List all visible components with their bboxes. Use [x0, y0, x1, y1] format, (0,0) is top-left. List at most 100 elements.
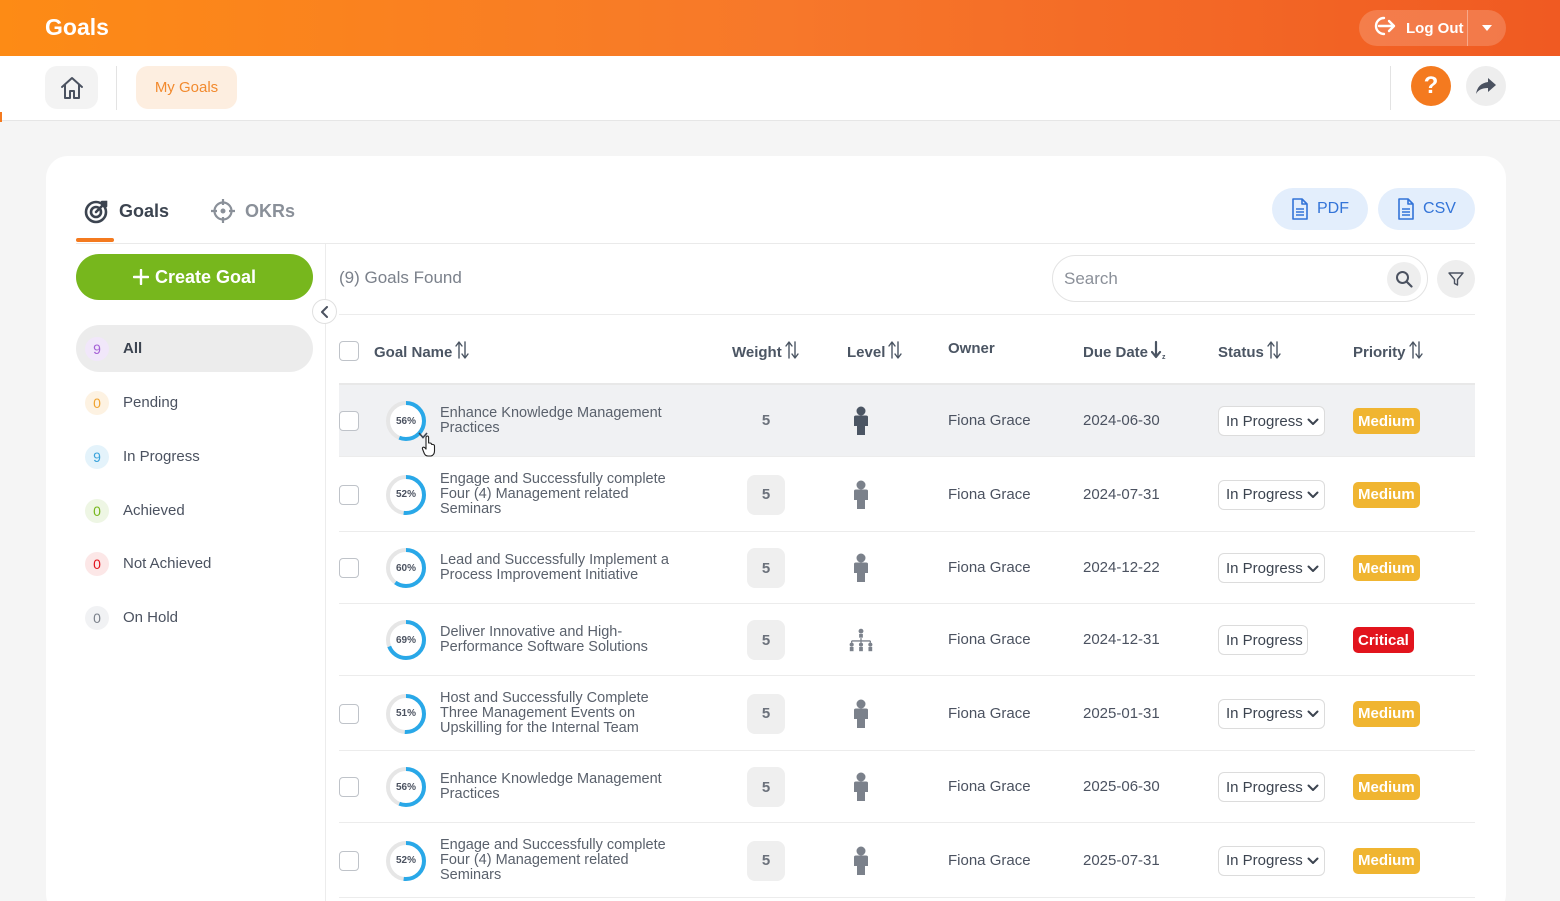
header-status-label: Status [1218, 343, 1264, 361]
status-select[interactable]: In Progress [1218, 845, 1325, 876]
progress-ring: 52% [384, 473, 428, 517]
sort-icon [785, 340, 799, 364]
table-row[interactable]: 69% Deliver Innovative and High-Performan… [339, 604, 1475, 676]
filter-all[interactable]: 9 All [76, 325, 313, 372]
header-due-date[interactable]: Due Date z [1083, 340, 1167, 364]
organization-level-icon [847, 624, 875, 656]
filter-in-progress[interactable]: 9 In Progress [76, 433, 313, 480]
divider [1390, 66, 1391, 110]
table-row[interactable]: 52% Engage and Successfully complete Four… [339, 823, 1475, 898]
header-priority[interactable]: Priority [1353, 340, 1423, 364]
share-button[interactable] [1466, 66, 1506, 106]
document-icon [1398, 198, 1414, 220]
progress-percent: 60% [395, 562, 416, 574]
logout-button-group[interactable]: Log Out [1359, 10, 1506, 46]
my-goals-button[interactable]: My Goals [136, 66, 237, 109]
row-checkbox[interactable] [339, 850, 359, 871]
filter-label: In Progress [123, 448, 200, 465]
row-checkbox[interactable] [339, 558, 359, 578]
goal-name[interactable]: Enhance Knowledge Management Practices [440, 771, 662, 802]
tab-goals[interactable]: Goals [84, 198, 169, 224]
goal-name[interactable]: Engage and Successfully complete Four (4… [440, 837, 666, 883]
search-input[interactable] [1064, 268, 1374, 289]
filter-pending[interactable]: 0 Pending [76, 379, 313, 426]
header-goal-name-label: Goal Name [374, 343, 453, 361]
expand-chevron-icon[interactable] [418, 426, 428, 444]
priority-badge: Medium [1353, 774, 1420, 800]
select-all-checkbox[interactable] [339, 341, 359, 361]
tab-okrs[interactable]: OKRs [210, 198, 295, 224]
status-select[interactable]: In Progress [1218, 698, 1325, 729]
table-row[interactable]: 56% Enhance Knowledge Management Practice… [339, 385, 1475, 457]
status-label: In Progress [1218, 625, 1308, 655]
filter-not-achieved[interactable]: 0 Not Achieved [76, 540, 313, 587]
app-title: Goals [45, 14, 109, 40]
table-row[interactable]: 56% Enhance Knowledge Management Practice… [339, 751, 1475, 823]
goals-table: Goal Name Weight Level Owner Due Date z S… [339, 314, 1475, 898]
owner-name: Fiona Grace [948, 485, 1031, 503]
filter-achieved[interactable]: 0 Achieved [76, 487, 313, 534]
header-weight[interactable]: Weight [732, 340, 799, 364]
individual-level-icon [847, 845, 875, 877]
logout-menu-toggle[interactable] [1468, 10, 1506, 46]
weight-value: 5 [761, 412, 771, 429]
search-button[interactable] [1387, 262, 1421, 296]
active-tab-indicator [76, 238, 114, 242]
target-icon [84, 200, 108, 224]
goal-name[interactable]: Engage and Successfully complete Four (4… [440, 471, 666, 517]
logout-button[interactable]: Log Out [1359, 10, 1468, 46]
status-select[interactable]: In Progress [1218, 406, 1325, 436]
goal-name[interactable]: Lead and Successfully Implement a Proces… [440, 552, 669, 583]
status-value: In Progress [1226, 631, 1303, 649]
owner-name: Fiona Grace [948, 559, 1031, 576]
table-row[interactable]: 52% Engage and Successfully complete Four… [339, 457, 1475, 532]
row-checkbox[interactable] [339, 411, 359, 431]
weight-value: 5 [747, 840, 785, 881]
sort-descending-icon: z [1150, 340, 1167, 364]
goal-name[interactable]: Deliver Innovative and High-Performance … [440, 624, 648, 655]
sort-icon [888, 340, 903, 364]
tab-goals-label: Goals [119, 200, 170, 221]
export-csv-button[interactable]: CSV [1378, 188, 1475, 230]
header-level-label: Level [847, 343, 886, 361]
header-level[interactable]: Level [847, 340, 903, 364]
logout-label: Log Out [1406, 19, 1464, 37]
sort-icon [1267, 340, 1281, 364]
owner-name: Fiona Grace [948, 412, 1031, 429]
priority-badge: Critical [1353, 627, 1414, 653]
status-select[interactable]: In Progress [1218, 479, 1325, 510]
header-due-date-label: Due Date [1083, 343, 1149, 361]
due-date: 2025-01-31 [1083, 704, 1160, 722]
create-goal-button[interactable]: Create Goal [76, 254, 313, 300]
filter-label: On Hold [123, 609, 179, 626]
filter-label: Not Achieved [123, 555, 212, 572]
row-checkbox[interactable] [339, 484, 359, 505]
header-goal-name[interactable]: Goal Name [374, 340, 470, 364]
sub-header: My Goals ? [0, 56, 1560, 121]
chevron-down-icon [1307, 486, 1319, 503]
filter-button[interactable] [1437, 260, 1475, 298]
table-row[interactable]: 60% Lead and Successfully Implement a Pro… [339, 532, 1475, 604]
owner-name: Fiona Grace [948, 631, 1031, 648]
status-select[interactable]: In Progress [1218, 553, 1325, 583]
individual-level-icon [847, 771, 875, 803]
table-header: Goal Name Weight Level Owner Due Date z S… [339, 314, 1475, 385]
status-value: In Progress [1226, 705, 1303, 722]
home-button[interactable] [45, 66, 98, 109]
filter-count-badge: 0 [85, 551, 109, 576]
status-select[interactable]: In Progress [1218, 772, 1325, 802]
header-status[interactable]: Status [1218, 340, 1281, 364]
caret-down-icon [1482, 25, 1492, 31]
collapse-sidebar-button[interactable] [312, 299, 337, 324]
goal-name[interactable]: Enhance Knowledge Management Practices [440, 405, 662, 436]
chevron-down-icon [1307, 852, 1319, 869]
table-row[interactable]: 51% Host and Successfully Complete Three … [339, 676, 1475, 751]
filter-count-badge: 0 [85, 390, 109, 415]
row-checkbox[interactable] [339, 777, 359, 797]
filter-on-hold[interactable]: 0 On Hold [76, 594, 313, 641]
goal-name[interactable]: Host and Successfully Complete Three Man… [440, 690, 649, 736]
export-pdf-button[interactable]: PDF [1272, 188, 1368, 230]
chevron-down-icon [1307, 779, 1319, 796]
help-button[interactable]: ? [1411, 66, 1451, 106]
row-checkbox[interactable] [339, 703, 359, 724]
